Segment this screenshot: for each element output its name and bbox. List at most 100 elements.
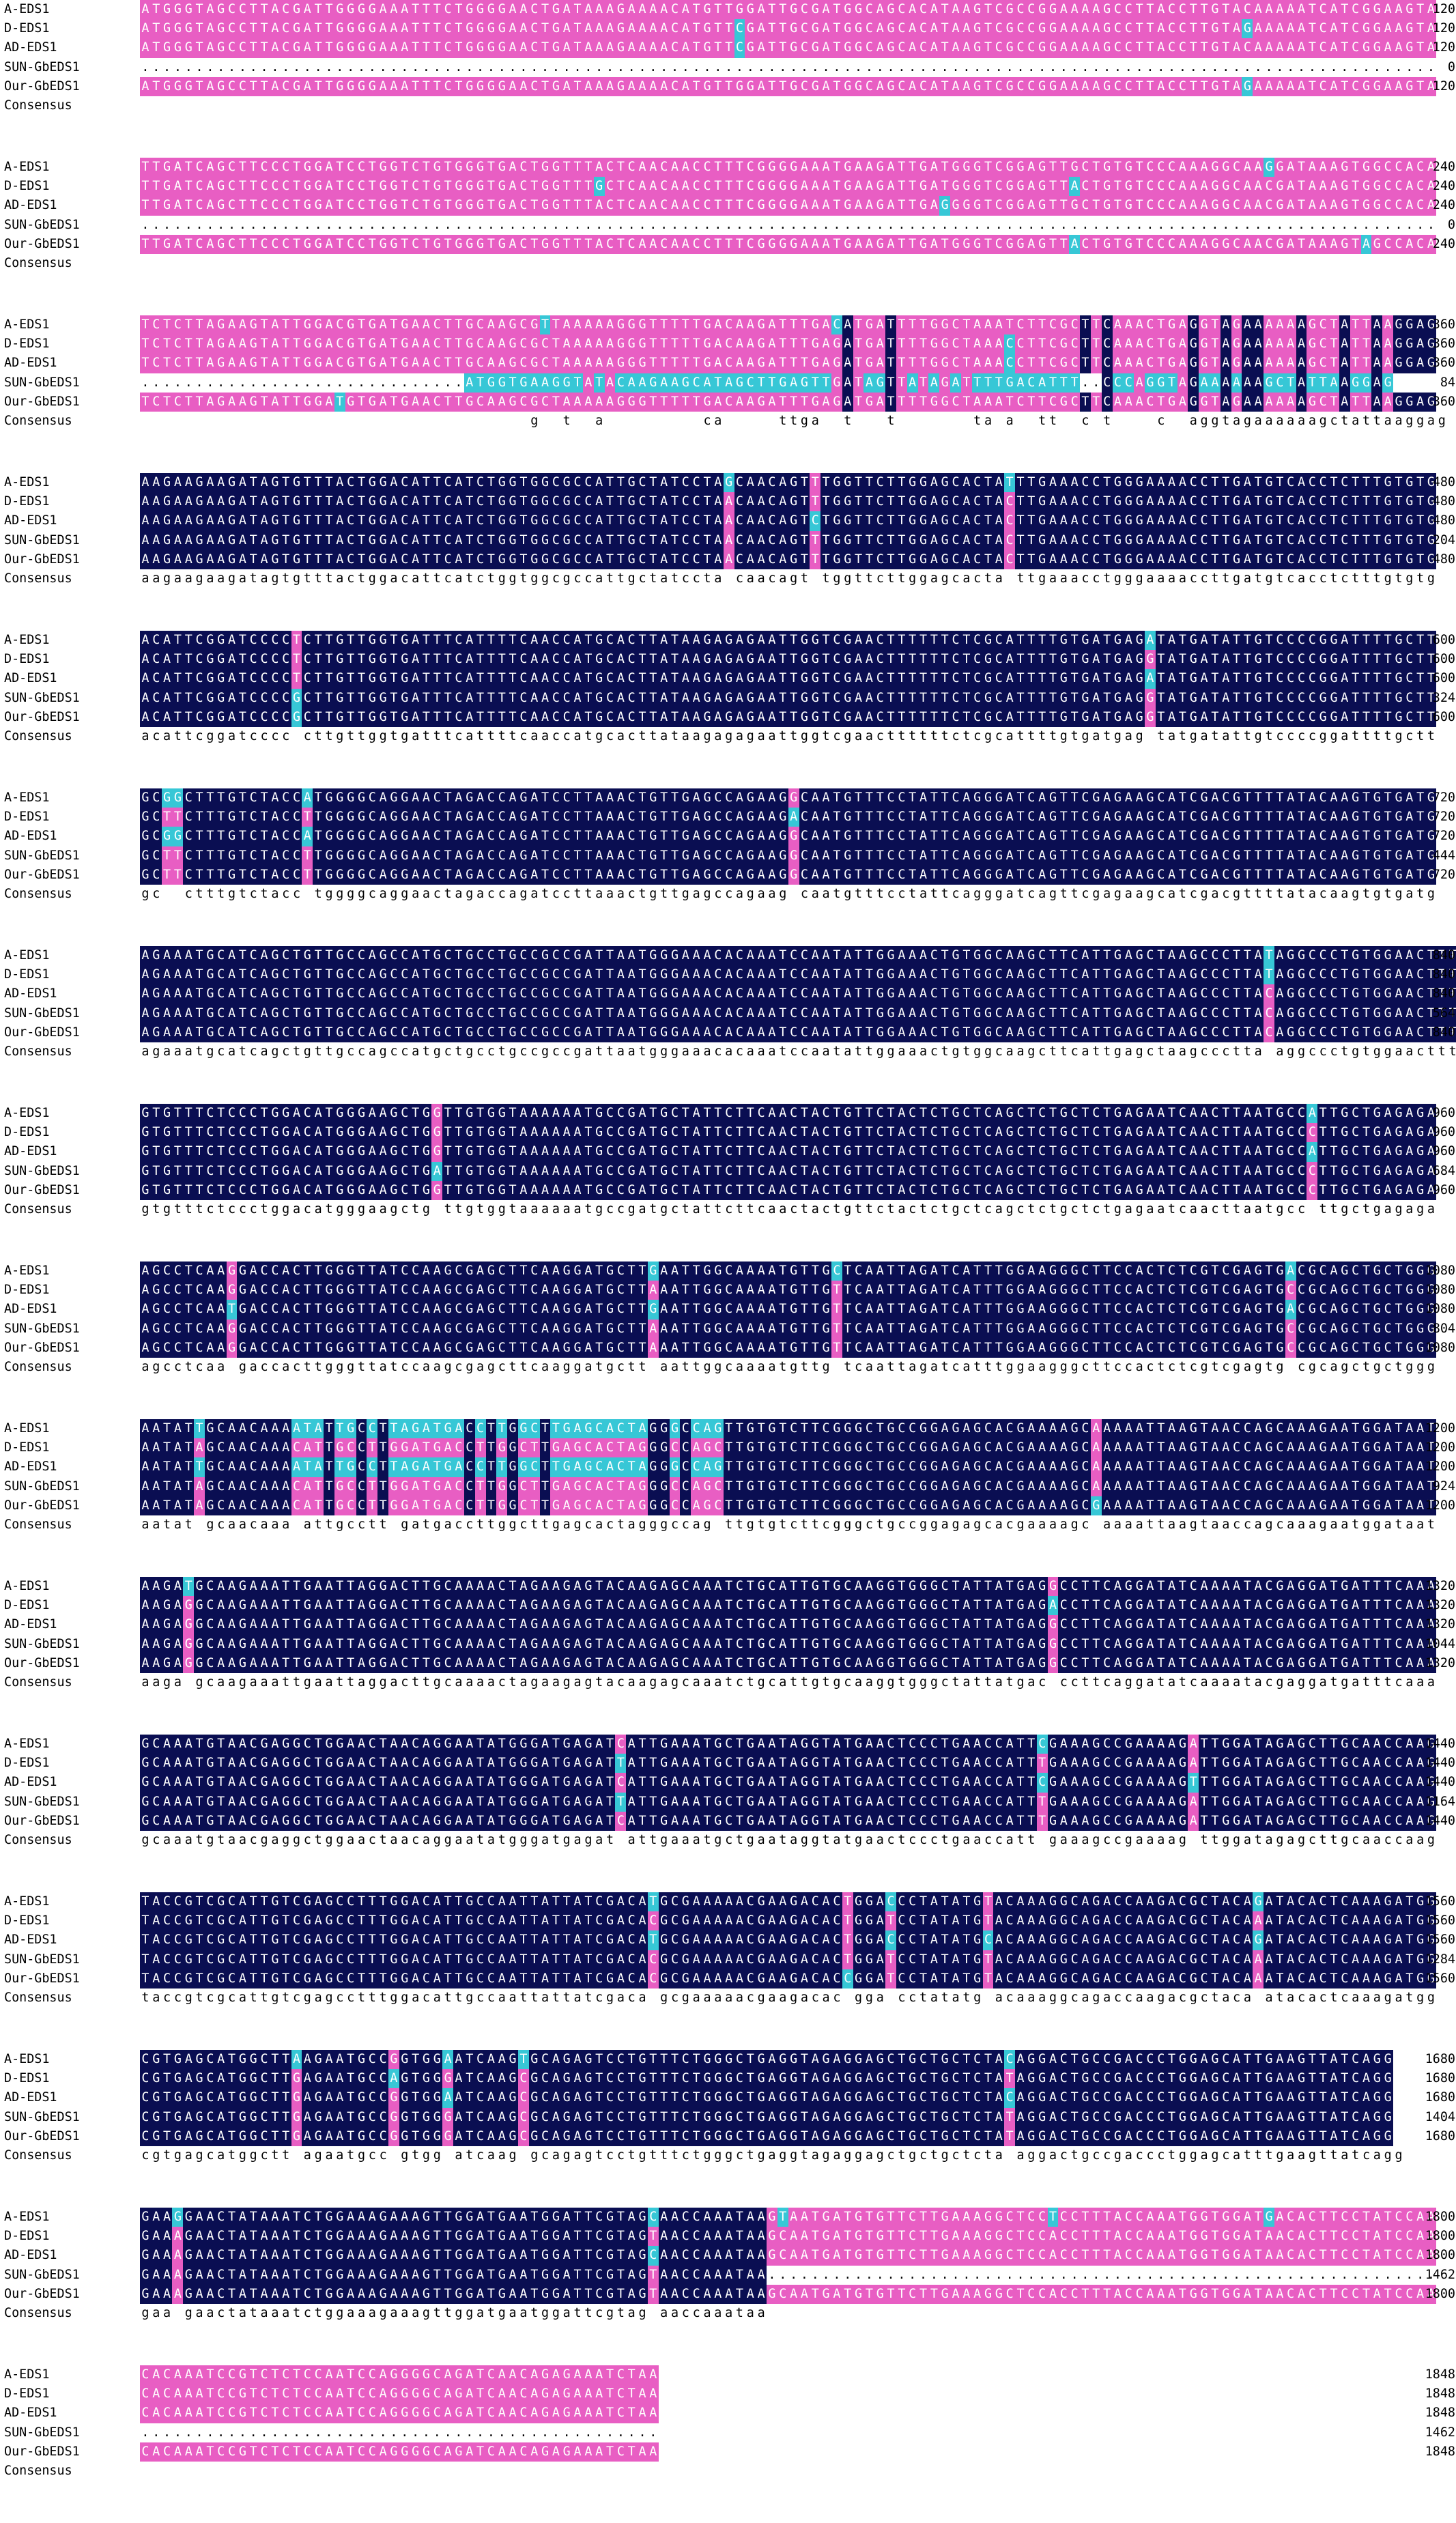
consensus-residue: c bbox=[270, 727, 281, 746]
residue: A bbox=[1080, 965, 1091, 984]
residue: G bbox=[431, 1023, 442, 1042]
residue: T bbox=[151, 235, 162, 254]
residue: A bbox=[529, 708, 540, 727]
residue: A bbox=[615, 650, 626, 669]
consensus-residue bbox=[572, 412, 583, 431]
residue: T bbox=[183, 315, 194, 334]
residue: G bbox=[972, 846, 983, 866]
residue: A bbox=[1091, 0, 1102, 19]
residue: A bbox=[140, 550, 151, 569]
residue: T bbox=[939, 77, 950, 96]
residue: C bbox=[1317, 334, 1328, 354]
consensus-residue: g bbox=[1231, 885, 1242, 904]
residue: C bbox=[637, 492, 648, 511]
residue: C bbox=[885, 846, 896, 866]
consensus-residue: a bbox=[507, 885, 518, 904]
residue: G bbox=[377, 531, 388, 550]
residue: T bbox=[648, 631, 659, 650]
residue: G bbox=[702, 708, 713, 727]
residue: T bbox=[1210, 708, 1221, 727]
residue: . bbox=[972, 58, 983, 77]
residue: G bbox=[540, 965, 551, 984]
residue: C bbox=[1037, 965, 1048, 984]
residue: T bbox=[172, 808, 183, 827]
residue: A bbox=[1113, 393, 1124, 412]
consensus-residue: g bbox=[324, 885, 334, 904]
consensus-residue bbox=[302, 885, 313, 904]
residue: T bbox=[659, 827, 670, 846]
residue: A bbox=[1123, 334, 1134, 354]
residue: G bbox=[1134, 984, 1145, 1003]
residue: T bbox=[1102, 511, 1113, 530]
residue: G bbox=[831, 492, 842, 511]
residue: . bbox=[1188, 58, 1199, 77]
residue: G bbox=[1037, 196, 1048, 215]
consensus-residue: c bbox=[475, 569, 486, 588]
residue: C bbox=[1317, 1023, 1328, 1042]
residue: G bbox=[983, 708, 994, 727]
residue: G bbox=[950, 158, 961, 177]
residue: T bbox=[983, 158, 994, 177]
residue: . bbox=[626, 58, 637, 77]
residue: G bbox=[1188, 650, 1199, 669]
consensus-residue: g bbox=[1317, 727, 1328, 746]
residue: T bbox=[907, 631, 918, 650]
residue: A bbox=[993, 315, 1004, 334]
alignment-row: SUN-GbEDS1..............................… bbox=[4, 373, 1456, 393]
residue: T bbox=[594, 984, 605, 1003]
residue: A bbox=[1210, 373, 1221, 393]
consensus-residue: g bbox=[842, 569, 853, 588]
residue: A bbox=[1145, 511, 1156, 530]
residue: A bbox=[767, 689, 777, 708]
residue: G bbox=[1210, 77, 1221, 96]
residue: C bbox=[993, 984, 1004, 1003]
residue: G bbox=[702, 631, 713, 650]
residue: T bbox=[1102, 669, 1113, 688]
residue: A bbox=[691, 984, 702, 1003]
residue: T bbox=[518, 492, 529, 511]
residue: A bbox=[680, 1023, 691, 1042]
residue: C bbox=[540, 393, 551, 412]
consensus-residue: c bbox=[767, 569, 777, 588]
residue: A bbox=[270, 315, 281, 334]
residue: G bbox=[734, 373, 745, 393]
residue: G bbox=[345, 788, 356, 808]
residue: C bbox=[1026, 846, 1037, 866]
residue: A bbox=[594, 866, 605, 885]
residue: G bbox=[507, 965, 518, 984]
consensus-residue: a bbox=[227, 727, 238, 746]
residue: T bbox=[172, 866, 183, 885]
residue: G bbox=[983, 650, 994, 669]
residue: C bbox=[1339, 531, 1350, 550]
residue: G bbox=[302, 1004, 313, 1023]
residue: A bbox=[583, 334, 594, 354]
residue: A bbox=[334, 550, 345, 569]
residue: T bbox=[421, 492, 432, 511]
consensus-residue: a bbox=[1048, 569, 1059, 588]
residue: A bbox=[1004, 650, 1015, 669]
residue: G bbox=[1371, 0, 1382, 19]
residue: T bbox=[140, 196, 151, 215]
residue: A bbox=[756, 1004, 767, 1023]
residue: C bbox=[1145, 158, 1156, 177]
residue: A bbox=[1307, 177, 1317, 196]
residue: T bbox=[907, 866, 918, 885]
residue: T bbox=[1264, 788, 1274, 808]
residue: T bbox=[1242, 788, 1253, 808]
residue: . bbox=[356, 216, 367, 235]
residue: G bbox=[1113, 827, 1124, 846]
residue: T bbox=[1253, 788, 1264, 808]
residue: A bbox=[1285, 177, 1296, 196]
residue: A bbox=[961, 0, 972, 19]
residue: G bbox=[324, 846, 334, 866]
consensus-residue: a bbox=[464, 727, 475, 746]
residue: A bbox=[1177, 473, 1188, 492]
residue: C bbox=[1317, 393, 1328, 412]
residue: G bbox=[918, 158, 929, 177]
residue-count: 480 bbox=[1390, 492, 1455, 511]
consensus-residue: a bbox=[615, 885, 626, 904]
residue: A bbox=[874, 315, 885, 334]
residue: A bbox=[1069, 550, 1080, 569]
